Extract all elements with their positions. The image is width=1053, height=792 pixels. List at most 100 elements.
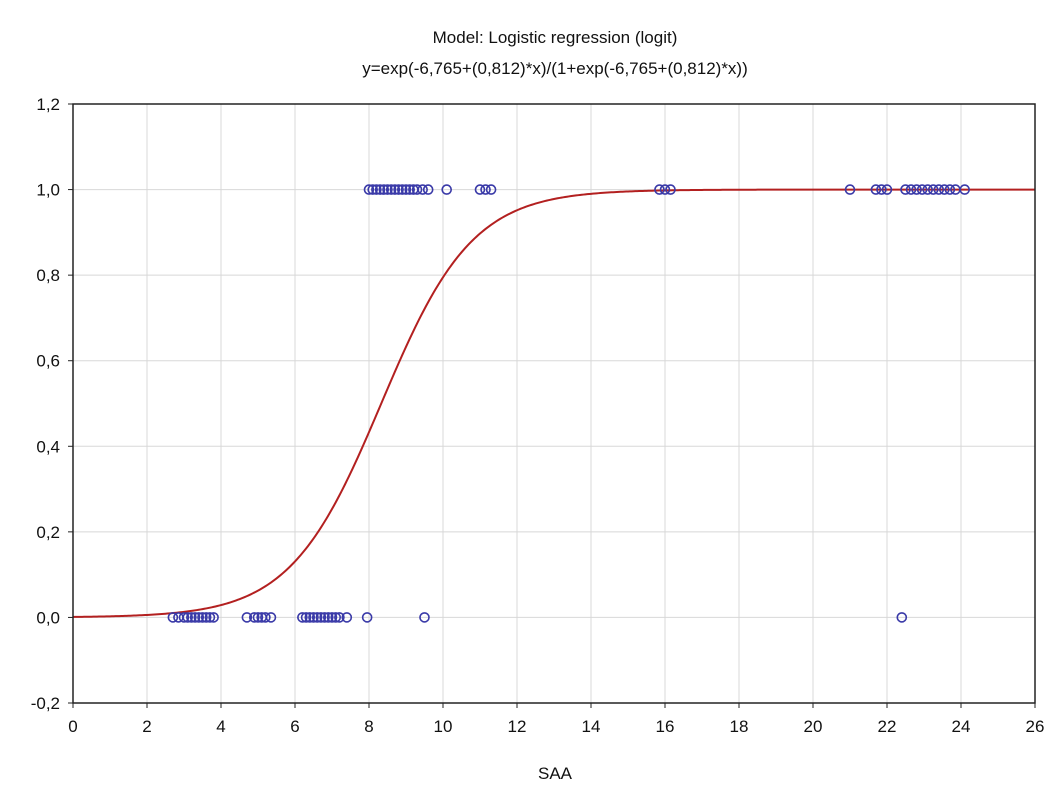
data-point-51 [485,184,497,195]
data-point-22 [315,612,327,623]
data-point-9 [204,612,216,623]
y-tick-label-1: 0,0 [36,608,60,627]
data-point-52 [654,184,665,195]
y-tick-label-6: 1,0 [36,181,60,200]
data-point-59 [900,184,911,195]
data-point-57 [876,184,887,195]
y-tick-label-3: 0,4 [36,437,60,456]
data-point-19 [304,612,316,623]
x-tick-label-10: 20 [804,717,823,736]
x-tick-label-3: 6 [290,717,299,736]
chart-title: Model: Logistic regression (logit) [432,28,678,47]
chart-subtitle: y=exp(-6,765+(0,812)*x)/(1+exp(-6,765+(0… [362,59,748,78]
data-point-69 [959,184,971,195]
data-point-67 [944,184,956,195]
data-point-16 [265,612,277,623]
data-point-62 [916,184,928,195]
data-point-37 [382,184,393,195]
x-axis-label: SAA [537,764,573,783]
x-tick-label-0: 0 [68,717,77,736]
data-point-13 [252,612,264,623]
data-point-30 [419,612,430,623]
data-point-23 [319,612,330,623]
data-point-33 [367,184,379,195]
data-point-60 [905,184,917,195]
data-point-17 [297,612,308,623]
data-point-46 [417,184,428,195]
x-tick-label-5: 10 [434,717,453,736]
data-point-34 [371,184,382,195]
data-point-5 [189,612,201,623]
x-tick-label-1: 2 [142,717,151,736]
y-axis-ticks: -0,2 0,0 0,2 0,4 0,6 0,8 1,0 1,2 [31,95,73,713]
data-point-40 [393,184,404,195]
data-points-layer [167,184,971,623]
x-tick-label-6: 12 [508,717,527,736]
data-point-20 [308,612,319,623]
data-point-53 [659,184,671,195]
data-point-4 [186,612,197,623]
y-tick-label-7: 1,2 [36,95,60,114]
x-tick-label-2: 4 [216,717,225,736]
data-point-36 [378,184,390,195]
data-point-28 [341,612,353,623]
data-point-3 [182,612,193,623]
plot-border [72,103,1036,704]
x-tick-label-12: 24 [952,717,971,736]
data-point-10 [208,612,219,623]
data-point-32 [363,184,375,195]
y-tick-label-0: -0,2 [31,694,60,713]
data-point-27 [334,612,345,623]
data-point-31 [896,612,908,623]
x-tick-label-7: 14 [582,717,601,736]
plot-frame [72,103,1036,704]
data-point-56 [870,184,882,195]
data-point-6 [193,612,205,623]
data-point-41 [396,184,408,195]
grid [72,103,1036,704]
x-tick-label-13: 26 [1026,717,1045,736]
y-tick-label-5: 0,8 [36,266,60,285]
data-point-61 [911,184,922,195]
data-point-12 [249,612,260,623]
data-point-24 [322,612,334,623]
data-point-49 [474,184,486,195]
data-point-42 [400,184,412,195]
data-point-66 [939,184,950,195]
data-point-45 [411,184,423,195]
data-point-7 [197,612,208,623]
data-point-38 [385,184,397,195]
x-tick-label-9: 18 [730,717,749,736]
data-point-2 [178,612,190,623]
data-point-29 [361,612,373,623]
y-tick-label-2: 0,2 [36,523,60,542]
data-point-25 [326,612,338,623]
data-point-39 [389,184,401,195]
data-point-58 [881,184,893,195]
data-point-63 [922,184,934,195]
data-point-21 [311,612,323,623]
data-point-54 [665,184,676,195]
data-point-55 [844,184,856,195]
x-axis-ticks: 0 2 4 6 8 10 12 14 16 18 20 22 24 26 [68,703,1044,736]
data-point-26 [330,612,342,623]
data-point-43 [404,184,416,195]
data-point-64 [927,184,939,195]
regression-curve-layer [72,188,1035,618]
data-point-47 [422,184,434,195]
x-tick-label-4: 8 [364,717,373,736]
y-tick-label-4: 0,6 [36,352,60,371]
data-point-0 [167,612,179,623]
data-point-11 [241,612,253,623]
data-point-18 [300,612,312,623]
data-point-65 [933,184,945,195]
data-point-15 [260,612,271,623]
data-point-50 [480,184,491,195]
x-tick-label-11: 22 [878,717,897,736]
data-point-8 [200,612,212,623]
data-point-48 [441,184,453,195]
logistic-curve [72,188,1035,618]
x-tick-label-8: 16 [656,717,675,736]
